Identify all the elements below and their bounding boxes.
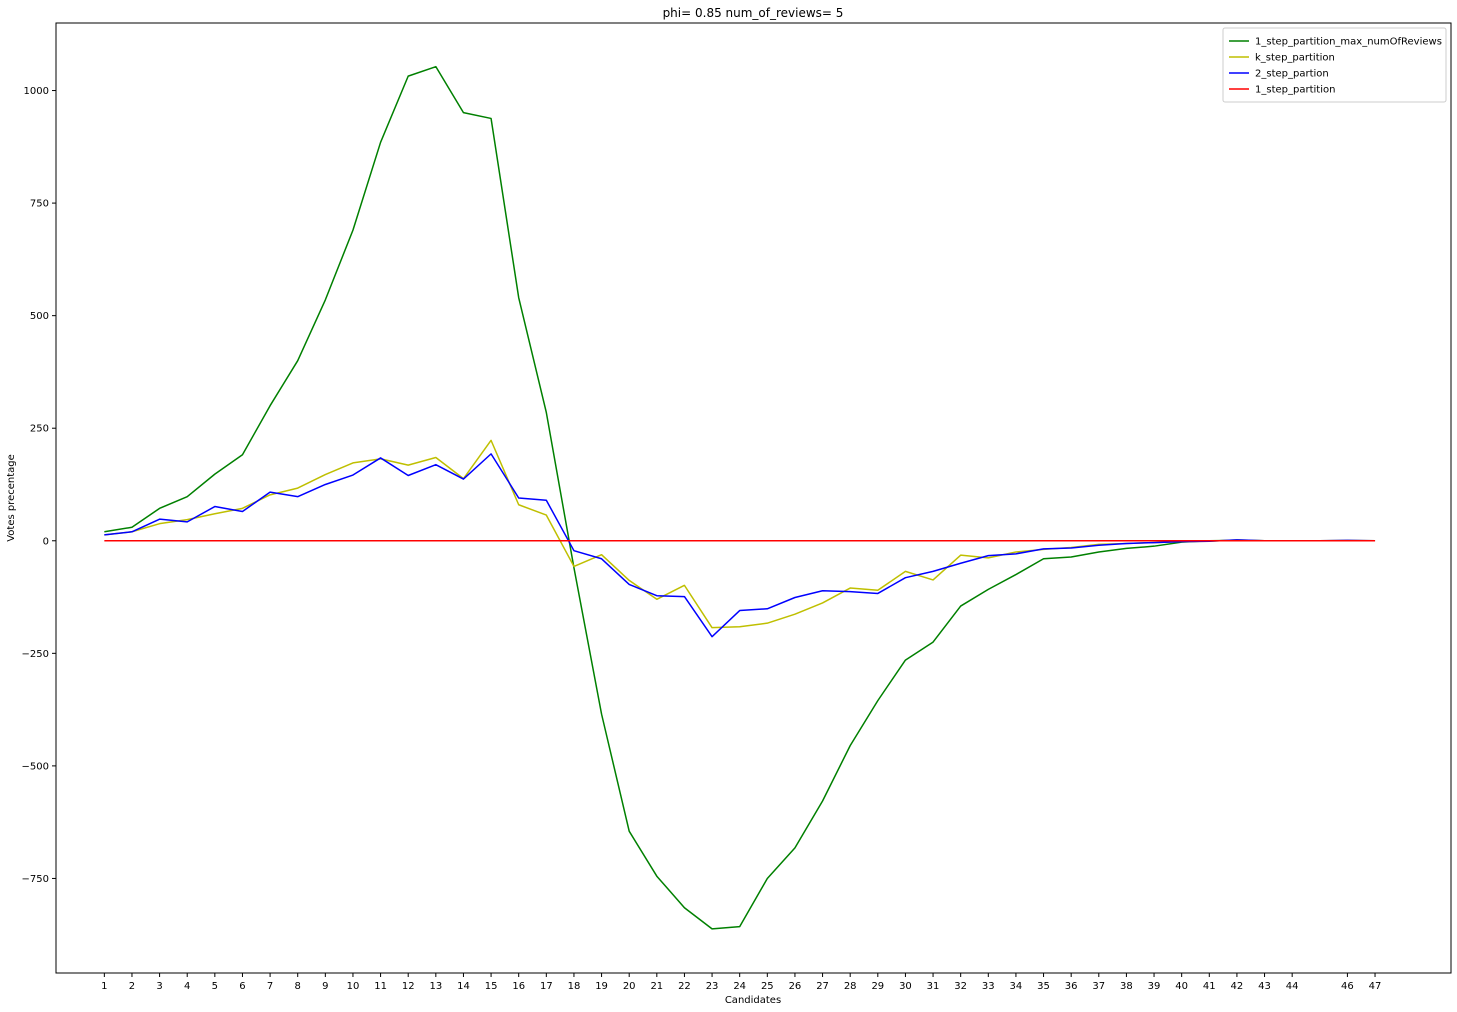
x-tick-label: 26: [789, 981, 802, 992]
x-tick-label: 13: [429, 981, 442, 992]
y-tick-label: 1000: [24, 86, 49, 97]
plot-area: [55, 22, 1452, 974]
x-tick-label: 31: [927, 981, 940, 992]
x-tick-label: 28: [844, 981, 857, 992]
y-tick-label: 0: [43, 536, 49, 547]
x-tick-label: 12: [402, 981, 415, 992]
x-tick-label: 36: [1065, 981, 1078, 992]
x-axis-label: Candidates: [725, 995, 781, 1006]
x-tick-label: 19: [595, 981, 608, 992]
series-line-2_step_partion: [104, 453, 1376, 638]
x-tick-label: 14: [457, 981, 470, 992]
legend: 1_step_partition_max_numOfReviews k_step_…: [1222, 27, 1447, 103]
y-tick-label: 750: [30, 199, 49, 210]
x-tick-label: 3: [156, 981, 162, 992]
x-tick-label: 38: [1120, 981, 1133, 992]
x-tick-label: 20: [623, 981, 636, 992]
x-tick-label: 43: [1258, 981, 1271, 992]
x-tick-label: 6: [239, 981, 245, 992]
y-tick-label: −250: [22, 649, 49, 660]
legend-label: 2_step_partion: [1255, 69, 1329, 80]
y-tick-label: 500: [30, 311, 49, 322]
x-tick-label: 34: [1010, 981, 1023, 992]
x-tick-label: 35: [1037, 981, 1050, 992]
x-tick-label: 5: [212, 981, 218, 992]
x-tick-label: 15: [485, 981, 498, 992]
y-tick-label: 250: [30, 424, 49, 435]
x-tick-label: 44: [1286, 981, 1299, 992]
plot-frame: [55, 22, 1452, 974]
x-tick-label: 1: [101, 981, 107, 992]
x-tick-label: 18: [568, 981, 581, 992]
x-tick-label: 8: [295, 981, 301, 992]
legend-label: k_step_partition: [1255, 53, 1335, 64]
legend-box: [1222, 27, 1447, 103]
x-tick-label: 32: [954, 981, 967, 992]
x-tick-label: 10: [347, 981, 360, 992]
x-tick-label: 25: [761, 981, 774, 992]
x-tick-label: 37: [1092, 981, 1105, 992]
x-tick-label: 42: [1231, 981, 1244, 992]
x-tick-label: 33: [982, 981, 995, 992]
x-tick-label: 21: [650, 981, 663, 992]
y-tick-label: −750: [22, 874, 49, 885]
y-axis-label: Votes precentage: [6, 454, 17, 542]
x-tick-label: 9: [322, 981, 328, 992]
x-tick-label: 22: [678, 981, 691, 992]
y-tick-label: −500: [22, 761, 49, 772]
x-tick-label: 24: [733, 981, 746, 992]
x-tick-label: 11: [374, 981, 387, 992]
x-tick-label: 40: [1175, 981, 1188, 992]
series-layer: [104, 65, 1376, 930]
x-tick-label: 46: [1341, 981, 1354, 992]
legend-label: 1_step_partition: [1255, 85, 1335, 96]
x-tick-label: 17: [540, 981, 553, 992]
x-tick-label: 30: [899, 981, 912, 992]
x-tick-label: 7: [267, 981, 273, 992]
x-axis: 1 2 3 4 5 6 7 8 9 10 11 12 13 14 15 16 17 18 19 20 21 22 23 24 2…: [101, 973, 1381, 992]
x-tick-label: 29: [871, 981, 884, 992]
legend-label: 1_step_partition_max_numOfReviews: [1255, 37, 1442, 48]
x-tick-label: 2: [129, 981, 135, 992]
x-tick-label: 4: [184, 981, 190, 992]
x-tick-label: 47: [1369, 981, 1382, 992]
x-tick-label: 16: [512, 981, 525, 992]
y-axis: 1000 750 500 250 0 −250 −500 −750: [22, 86, 56, 885]
x-tick-label: 39: [1148, 981, 1161, 992]
x-tick-label: 41: [1203, 981, 1216, 992]
x-tick-label: 23: [706, 981, 719, 992]
x-tick-label: 27: [816, 981, 829, 992]
chart-title: phi= 0.85 num_of_reviews= 5: [663, 6, 844, 20]
series-line-1_step_partition_max_numOfReviews: [104, 65, 1376, 930]
